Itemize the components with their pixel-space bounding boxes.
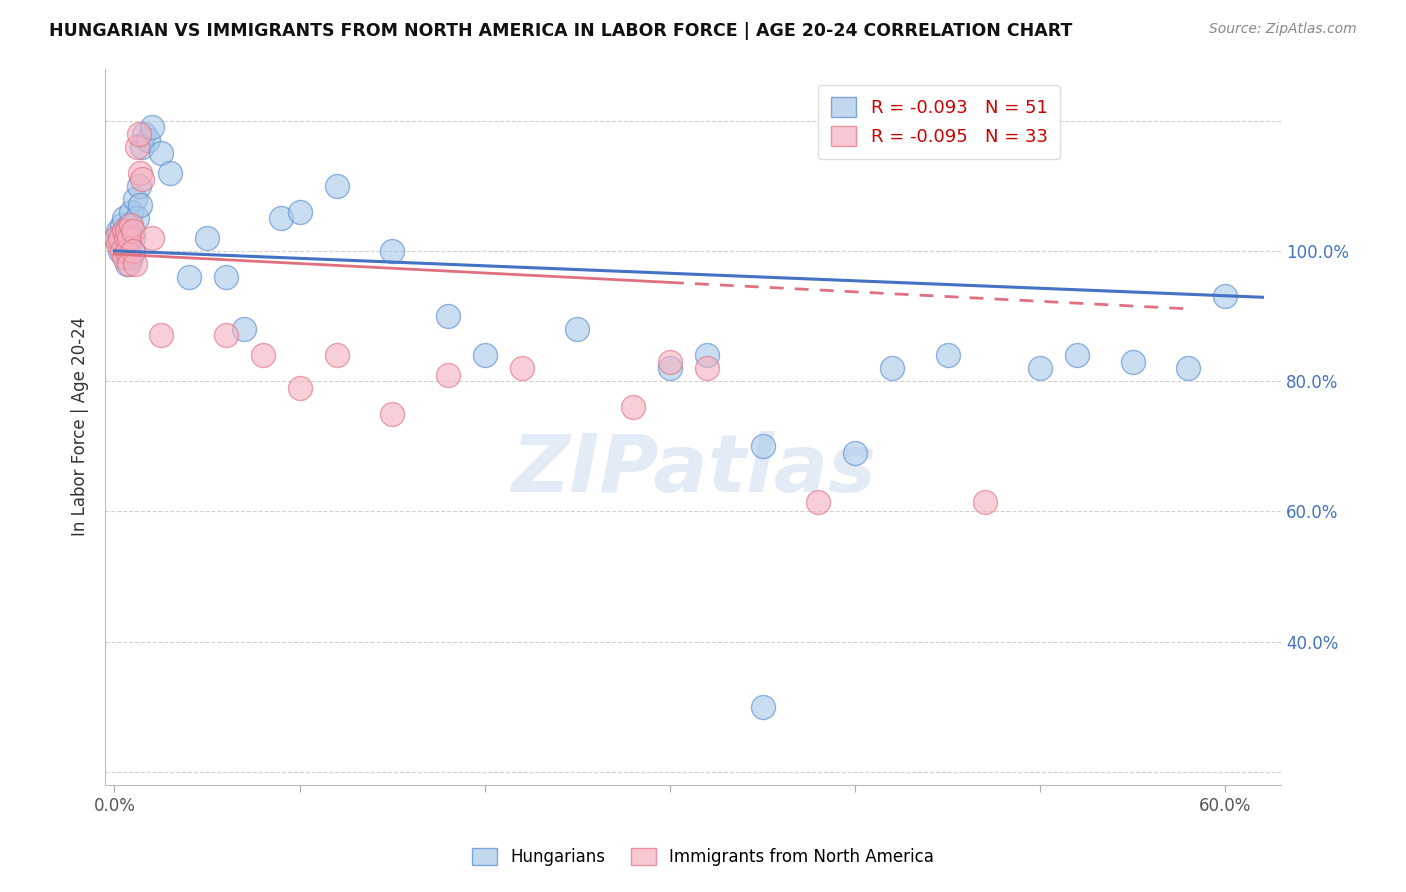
Point [122,244,145,258]
Point [118,231,141,245]
Point [882,361,904,376]
Point [214,328,236,343]
Point [112,251,135,265]
Point [112,211,135,226]
Y-axis label: In Labor Force | Age 20-24: In Labor Force | Age 20-24 [72,317,89,536]
Point [114,231,136,245]
Legend: R = -0.093   N = 51, R = -0.095   N = 33: R = -0.093 N = 51, R = -0.095 N = 33 [818,85,1060,159]
Point [129,198,152,212]
Point [474,348,496,362]
Point [195,231,218,245]
Legend: Hungarians, Immigrants from North America: Hungarians, Immigrants from North Americ… [464,840,942,875]
Point [124,257,146,271]
Point [214,269,236,284]
Point [1029,361,1052,376]
Point [112,224,135,238]
Point [105,231,128,245]
Point [621,400,644,414]
Point [973,494,995,508]
Point [658,361,681,376]
Point [108,231,131,245]
Point [120,251,142,265]
Point [108,244,131,258]
Point [117,224,139,238]
Point [117,244,139,258]
Point [129,166,152,180]
Point [159,166,181,180]
Point [270,211,292,226]
Point [510,361,533,376]
Point [751,699,773,714]
Point [111,244,134,258]
Point [122,244,145,258]
Point [288,204,311,219]
Point [1066,348,1088,362]
Point [114,224,136,238]
Point [751,439,773,453]
Point [1122,354,1144,368]
Point [111,218,134,232]
Point [111,237,134,252]
Point [112,231,135,245]
Text: ZIPatlas: ZIPatlas [510,431,876,508]
Point [117,257,139,271]
Point [128,178,150,193]
Point [807,494,830,508]
Point [131,172,153,186]
Point [122,231,145,245]
Point [131,139,153,153]
Point [436,309,458,323]
Point [252,348,274,362]
Point [325,348,347,362]
Text: Source: ZipAtlas.com: Source: ZipAtlas.com [1209,22,1357,37]
Point [105,231,128,245]
Point [936,348,959,362]
Point [696,348,718,362]
Point [177,269,200,284]
Point [107,224,129,238]
Point [117,237,139,252]
Point [381,244,404,258]
Point [125,211,148,226]
Point [120,218,142,232]
Point [567,322,589,336]
Point [1215,289,1237,303]
Point [381,407,404,421]
Point [1177,361,1199,376]
Point [124,192,146,206]
Point [132,127,155,141]
Point [149,328,172,343]
Point [149,146,172,161]
Point [107,237,129,252]
Point [696,361,718,376]
Point [288,380,311,394]
Point [118,231,141,245]
Point [141,231,163,245]
Point [128,127,150,141]
Point [141,120,163,135]
Point [122,224,145,238]
Point [325,178,347,193]
Point [233,322,256,336]
Point [118,257,141,271]
Point [136,133,159,147]
Point [436,368,458,382]
Point [125,139,148,153]
Point [118,218,141,232]
Point [108,231,131,245]
Text: HUNGARIAN VS IMMIGRANTS FROM NORTH AMERICA IN LABOR FORCE | AGE 20-24 CORRELATIO: HUNGARIAN VS IMMIGRANTS FROM NORTH AMERI… [49,22,1073,40]
Point [120,204,142,219]
Point [844,445,866,459]
Point [658,354,681,368]
Point [114,244,136,258]
